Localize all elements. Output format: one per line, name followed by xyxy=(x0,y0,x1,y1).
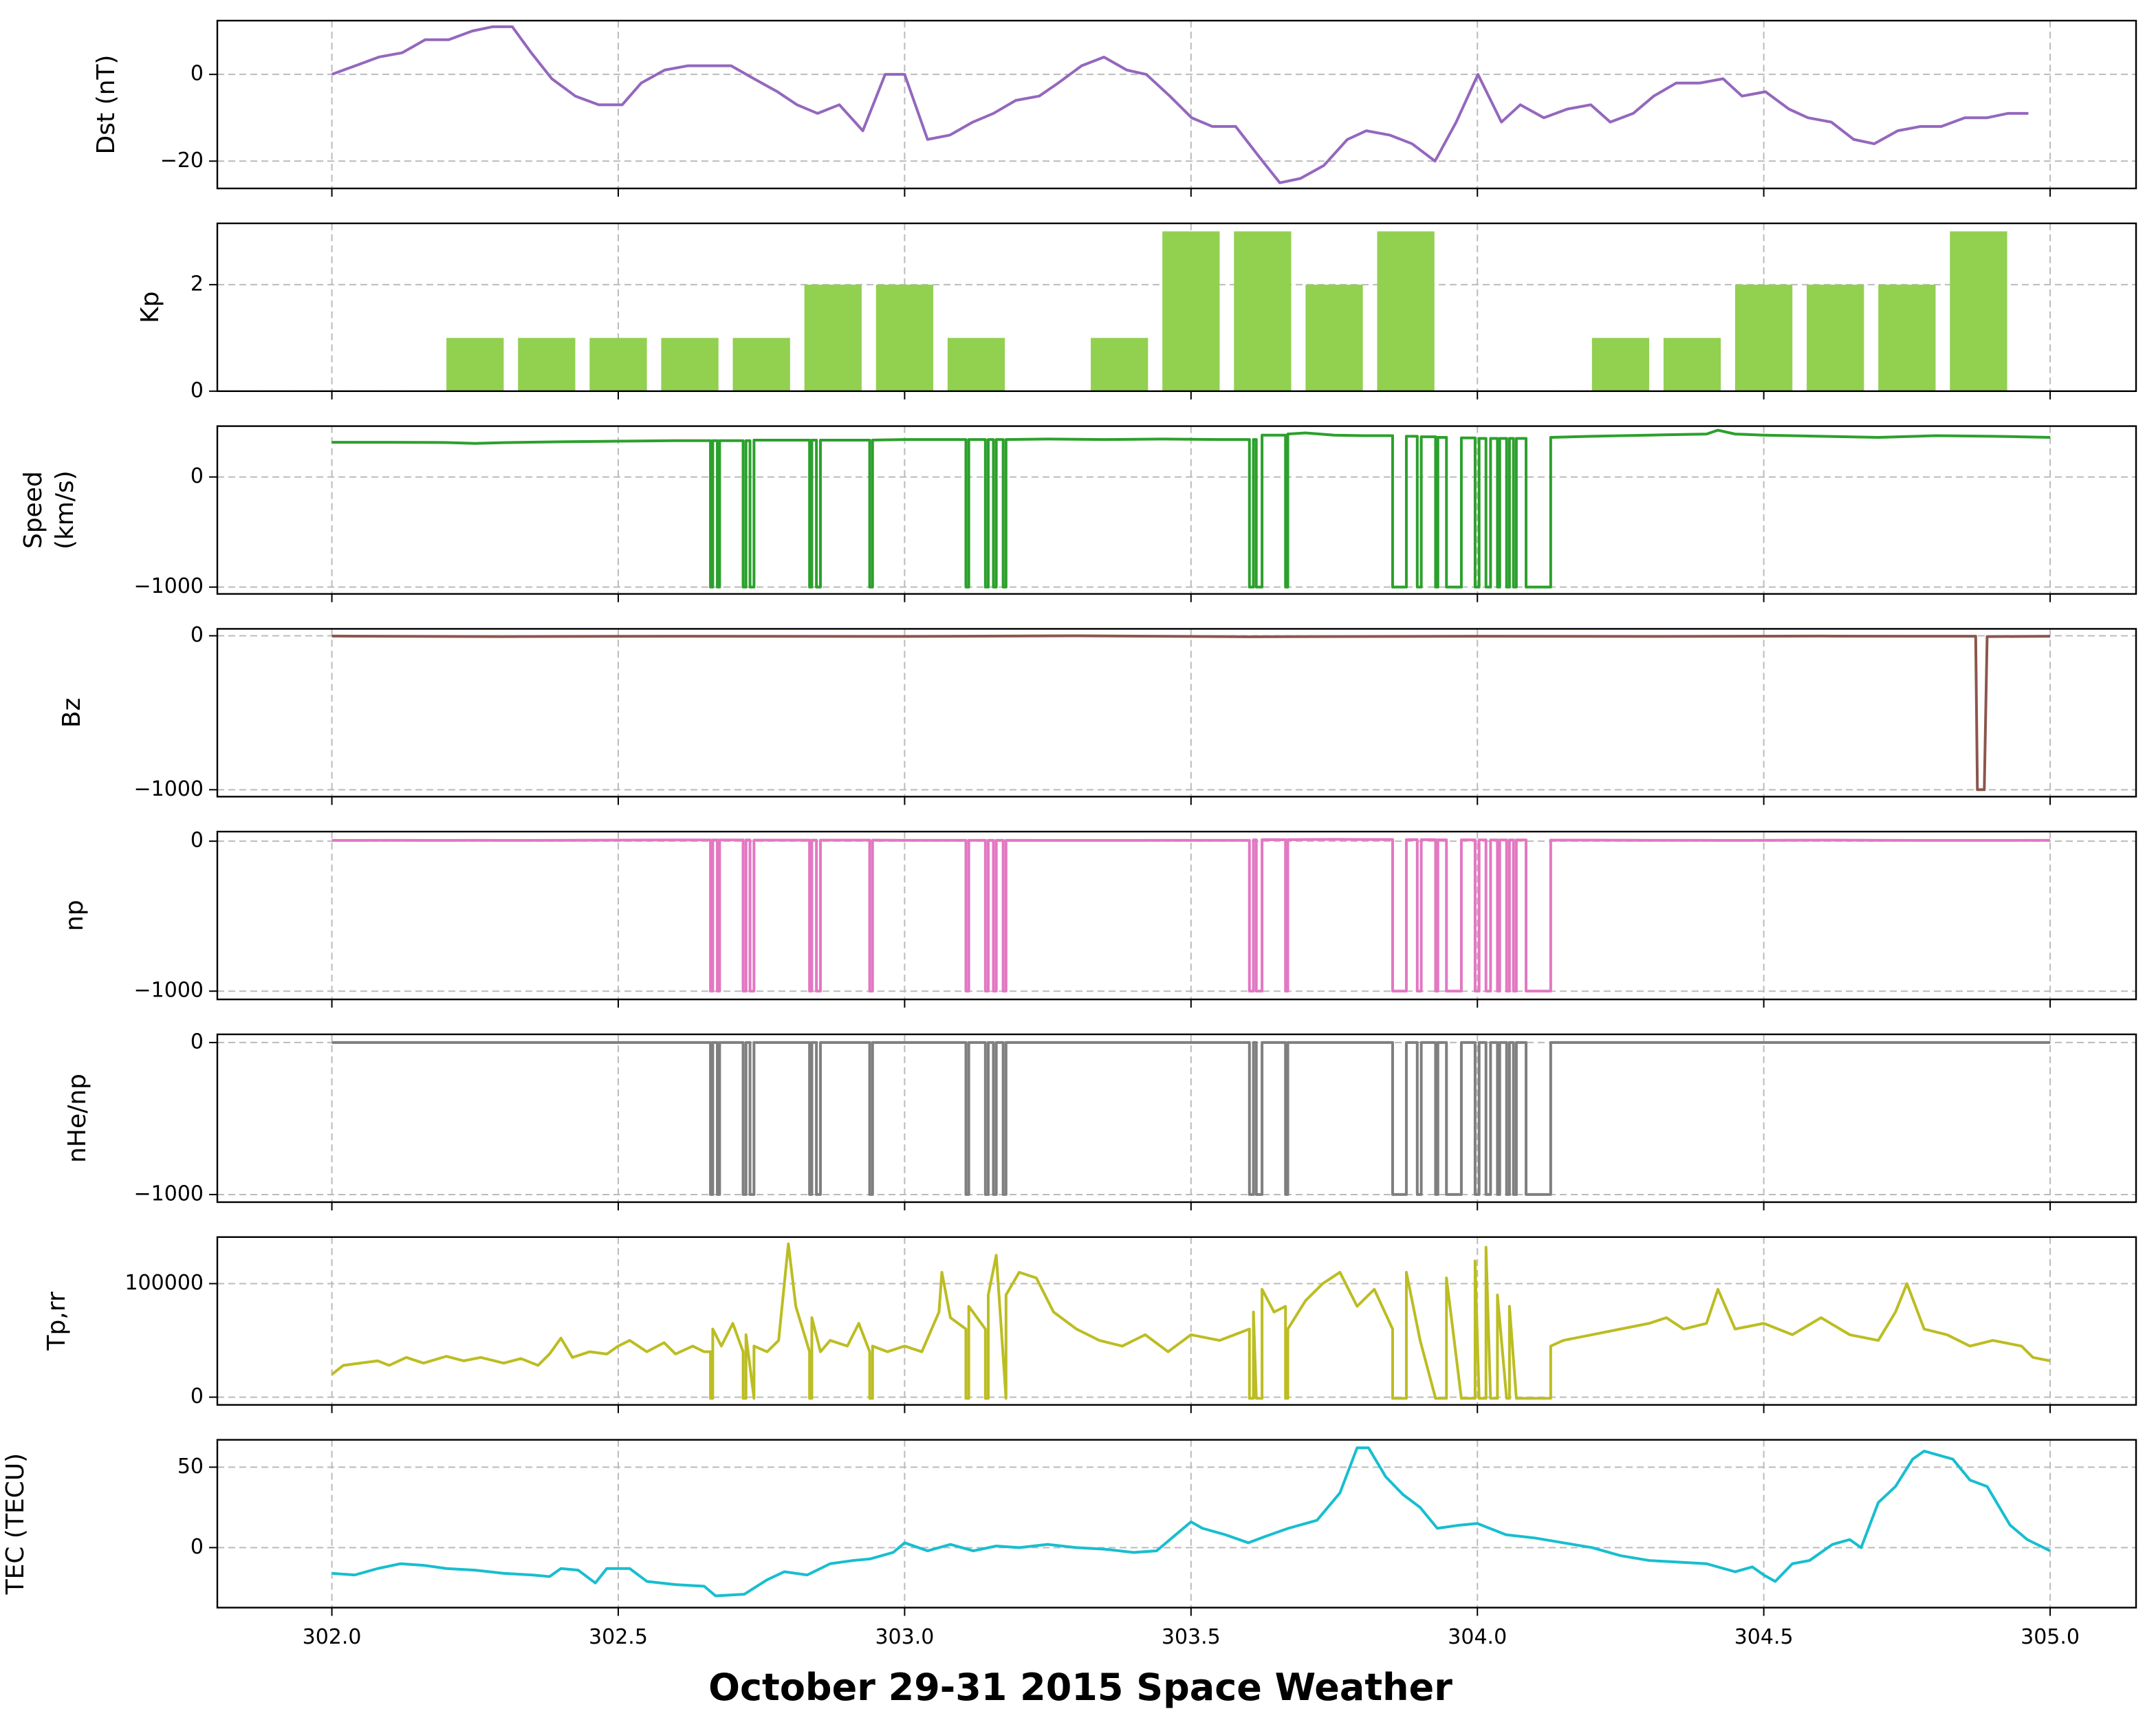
data-line xyxy=(331,1242,2051,1400)
bar xyxy=(1878,284,1936,391)
y-tick-label: 2 xyxy=(190,272,204,296)
bar xyxy=(1735,284,1793,391)
axes-frame xyxy=(216,1439,2137,1609)
y-tick-label: 0 xyxy=(190,378,204,402)
bar xyxy=(875,284,934,391)
axes-frame xyxy=(216,1236,2137,1406)
panel: 0 100000 Tp,rr xyxy=(43,1236,2137,1413)
x-tick-label: 302.5 xyxy=(589,1625,648,1649)
panel: 0 2 Kp xyxy=(136,222,2137,402)
bar xyxy=(661,338,719,391)
y-tick-label: 0 xyxy=(190,1030,204,1054)
y-tick-label: −1000 xyxy=(134,574,204,598)
y-tick-label: 0 xyxy=(190,829,204,853)
y-tick-label: −1000 xyxy=(134,777,204,801)
bar xyxy=(1591,338,1650,391)
y-axis-label: Dst (nT) xyxy=(92,55,120,155)
bar xyxy=(1091,338,1148,391)
axes-frame xyxy=(216,1033,2137,1204)
data-line xyxy=(331,1041,2051,1196)
x-tick-label: 304.0 xyxy=(1448,1625,1507,1649)
panel: −1000 0 Bz xyxy=(58,623,2137,805)
axes-frame xyxy=(216,222,2137,392)
y-tick-label: 0 xyxy=(190,62,204,86)
y-axis-label: Bz xyxy=(58,698,86,728)
y-axis-label: TEC (TECU) xyxy=(1,1453,30,1596)
bar xyxy=(589,338,647,391)
axes-frame xyxy=(216,628,2137,798)
bar xyxy=(446,338,504,391)
y-tick-label: −1000 xyxy=(134,979,204,1003)
panel: 302.0 302.5 303.0 303.5 304.0 304.5 305.0 0 50 TE… xyxy=(1,1439,2137,1709)
bar xyxy=(1663,338,1721,391)
y-axis-label: Speed xyxy=(19,471,47,549)
bar xyxy=(1377,231,1435,391)
y-tick-label: −1000 xyxy=(134,1182,204,1206)
bar xyxy=(804,284,862,391)
data-line xyxy=(331,25,2029,184)
x-tick-label: 304.5 xyxy=(1734,1625,1794,1649)
y-tick-label: −20 xyxy=(160,149,204,173)
panel: −1000 0 nHe/np xyxy=(63,1030,2137,1210)
panel: −20 0 Dst (nT) xyxy=(92,19,2137,197)
bar xyxy=(518,338,576,391)
data-line xyxy=(331,1446,2051,1598)
y-axis-label: Kp xyxy=(136,292,164,323)
bar xyxy=(1950,231,2007,391)
y-axis-label: Tp,rr xyxy=(43,1292,71,1351)
y-tick-label: 0 xyxy=(190,1535,204,1559)
x-tick-label: 303.0 xyxy=(875,1625,934,1649)
bar xyxy=(732,338,790,391)
data-line xyxy=(331,838,2051,993)
y-axis-label: (km/s) xyxy=(51,470,79,549)
bar xyxy=(1305,284,1363,391)
data-line xyxy=(331,428,2051,589)
x-tick-label: 303.5 xyxy=(1162,1625,1221,1649)
bar xyxy=(947,338,1005,391)
y-tick-label: 50 xyxy=(177,1455,204,1479)
axes-frame xyxy=(216,830,2137,1001)
y-tick-label: 0 xyxy=(190,623,204,647)
axes-frame xyxy=(216,19,2137,190)
x-tick-label: 305.0 xyxy=(2021,1625,2080,1649)
bar xyxy=(1162,231,1220,391)
y-tick-label: 100000 xyxy=(124,1271,204,1295)
y-axis-label: nHe/np xyxy=(63,1074,91,1163)
data-line xyxy=(331,634,2051,792)
y-tick-label: 0 xyxy=(190,1384,204,1408)
y-axis-label: np xyxy=(61,900,89,931)
panel: −1000 0 np xyxy=(61,829,2137,1008)
figure-title: October 29-31 2015 Space Weather xyxy=(708,1666,1452,1709)
panel: −1000 0 Speed (km/s) xyxy=(19,425,2137,602)
y-tick-label: 0 xyxy=(190,464,204,488)
bar xyxy=(1807,284,1864,391)
x-tick-label: 302.0 xyxy=(303,1625,362,1649)
axes-frame xyxy=(216,425,2137,595)
bar xyxy=(1234,231,1292,391)
